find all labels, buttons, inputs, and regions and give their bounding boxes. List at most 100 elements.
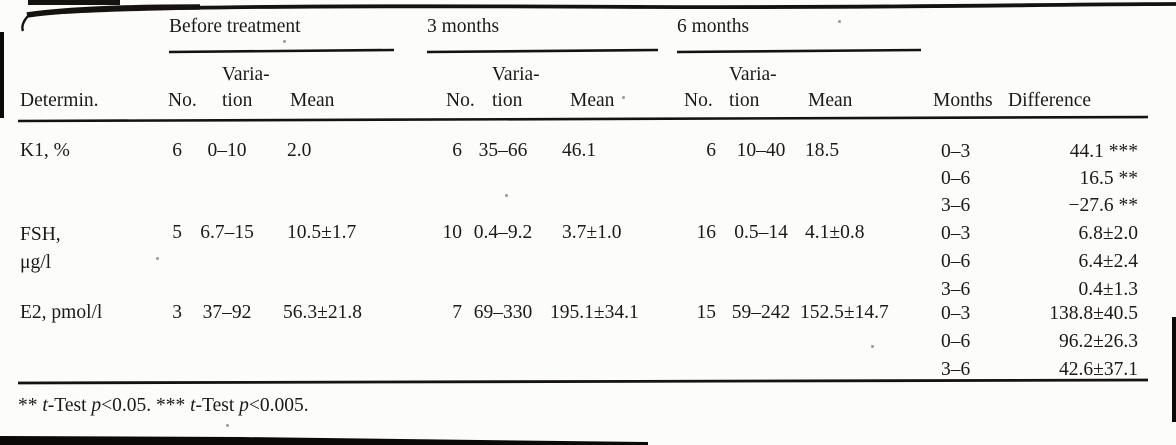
row-e2-months-0-3: 0–3 <box>941 303 971 324</box>
col-header-mean-6m: Mean <box>808 90 853 111</box>
row-e2-3m-no: 7 <box>452 302 462 323</box>
row-k1-label: K1, % <box>20 140 70 161</box>
row-e2-months: 0–3 0–6 3–6 <box>941 300 970 384</box>
row-e2-label: E2, pmol/l <box>20 302 103 323</box>
row-fsh-3m-variation: 0.4–9.2 <box>473 222 533 243</box>
scan-speck <box>226 424 229 427</box>
group-header-before-treatment: Before treatment <box>169 16 301 37</box>
row-e2-differences: 138.8±40.5 96.2±26.3 42.6±37.1 <box>980 300 1138 384</box>
row-k1-3m-mean: 46.1 <box>562 140 597 161</box>
footnote-test-label-2: -Test <box>195 395 240 416</box>
group-header-6-months: 6 months <box>677 16 750 37</box>
col-header-difference: Difference <box>1008 90 1091 111</box>
row-fsh-3m-no: 10 <box>442 222 463 243</box>
row-fsh-6m-mean: 4.1±0.8 <box>805 222 865 243</box>
table-bottom-rule <box>17 378 1149 385</box>
row-e2-before-variation: 37–92 <box>202 302 252 323</box>
row-fsh-diff-0-3: 6.8±2.0 <box>1078 223 1138 244</box>
footnote-stars-2: ** <box>18 395 43 416</box>
row-k1-months: 0–3 0–6 3–6 <box>941 138 970 219</box>
col-header-determin: Determin. <box>20 90 99 111</box>
row-fsh-label-line1: FSH, <box>20 224 61 245</box>
footnote-p-italic: p <box>91 395 102 416</box>
row-k1-months-0-6: 0–6 <box>941 168 971 189</box>
row-fsh-diff-3-6: 0.4±1.3 <box>1078 279 1138 300</box>
row-fsh-months-3-6: 3–6 <box>941 279 971 300</box>
footnote-p-italic-2: p <box>239 395 249 416</box>
bottom-scan-bar <box>0 436 648 445</box>
row-e2-6m-mean: 152.5±14.7 <box>800 302 889 323</box>
top-rule-thick-left <box>26 4 201 18</box>
scan-speck <box>871 345 874 348</box>
row-k1-before-no: 6 <box>172 140 182 161</box>
row-e2-months-0-6: 0–6 <box>941 331 971 352</box>
row-k1-diff-0-6: 16.5 ** <box>1079 168 1139 189</box>
row-k1-3m-variation: 35–66 <box>478 140 528 161</box>
col-header-tion-3m: tion <box>492 90 523 111</box>
row-e2-before-mean: 56.3±21.8 <box>283 302 362 323</box>
footnote-test-label: -Test <box>47 395 92 416</box>
row-fsh-months-0-3: 0–3 <box>941 223 971 244</box>
col-header-no-6m: No. <box>684 90 713 111</box>
row-e2-before-no: 3 <box>172 302 182 323</box>
row-e2-6m-variation: 59–242 <box>731 302 791 323</box>
row-fsh-6m-no: 16 <box>696 222 717 243</box>
footnote-p-value-2: <0.005. <box>248 395 309 416</box>
footnote-t-italic: t <box>42 395 48 416</box>
col-header-varia-3m: Varia- <box>492 64 540 85</box>
col-header-no-before: No. <box>168 90 197 111</box>
row-k1-diff-0-3: 44.1 *** <box>1069 141 1138 162</box>
group-rule-before <box>168 48 395 54</box>
row-k1-months-0-3: 0–3 <box>941 141 971 162</box>
header-bottom-rule <box>17 115 1149 123</box>
top-left-rule-fragment <box>28 0 120 5</box>
group-rule-6months <box>676 48 922 54</box>
scan-speck <box>156 257 159 260</box>
row-e2-months-3-6: 3–6 <box>941 359 971 380</box>
row-fsh-before-mean: 10.5±1.7 <box>287 222 357 243</box>
row-k1-months-3-6: 3–6 <box>941 195 971 216</box>
row-fsh-label: FSH, μg/l <box>20 221 61 277</box>
col-header-varia-6m: Varia- <box>729 64 777 85</box>
col-header-no-3m: No. <box>446 90 475 111</box>
row-k1-6m-no: 6 <box>706 140 716 161</box>
row-fsh-before-no: 5 <box>172 222 182 243</box>
row-e2-diff-0-6: 96.2±26.3 <box>1059 331 1138 352</box>
row-k1-6m-mean: 18.5 <box>805 140 840 161</box>
row-k1-differences: 44.1 *** 16.5 ** −27.6 ** <box>980 138 1139 219</box>
row-k1-before-variation: 0–10 <box>207 140 247 161</box>
row-fsh-months: 0–3 0–6 3–6 <box>941 220 970 304</box>
col-header-mean-3m: Mean <box>570 90 615 111</box>
scan-speck <box>622 96 625 99</box>
scan-speck <box>838 20 841 23</box>
col-header-mean-before: Mean <box>290 90 335 111</box>
left-edge-scan-mark <box>0 32 4 118</box>
row-fsh-label-line2: μg/l <box>20 252 52 273</box>
right-edge-scan-mark <box>1172 317 1176 422</box>
top-rule-curl <box>21 14 30 32</box>
row-k1-3m-no: 6 <box>452 140 462 161</box>
row-fsh-6m-variation: 0.5–14 <box>734 222 788 243</box>
row-fsh-months-0-6: 0–6 <box>941 251 971 272</box>
significance-footnote: ** t-Test p<0.05. *** t-Test p<0.005. <box>18 395 309 417</box>
row-fsh-differences: 6.8±2.0 6.4±2.4 0.4±1.3 <box>980 220 1138 304</box>
row-e2-3m-mean: 195.1±34.1 <box>550 302 639 323</box>
row-k1-diff-3-6: −27.6 ** <box>1068 195 1139 216</box>
row-fsh-diff-0-6: 6.4±2.4 <box>1078 251 1138 272</box>
row-k1-6m-variation: 10–40 <box>736 140 786 161</box>
footnote-p-value-1: <0.05. <box>101 395 157 416</box>
row-fsh-3m-mean: 3.7±1.0 <box>562 222 622 243</box>
col-header-months: Months <box>933 90 993 111</box>
group-rule-3months <box>426 48 659 54</box>
row-k1-before-mean: 2.0 <box>287 140 312 161</box>
col-header-tion-6m: tion <box>729 90 760 111</box>
row-e2-3m-variation: 69–330 <box>473 302 533 323</box>
row-fsh-before-variation: 6.7–15 <box>200 222 254 243</box>
top-rule <box>26 2 1176 17</box>
group-header-3-months: 3 months <box>427 16 500 37</box>
footnote-t-italic-2: t <box>190 395 196 416</box>
row-e2-diff-0-3: 138.8±40.5 <box>1049 303 1138 324</box>
row-e2-6m-no: 15 <box>696 302 717 323</box>
row-e2-diff-3-6: 42.6±37.1 <box>1059 359 1138 380</box>
